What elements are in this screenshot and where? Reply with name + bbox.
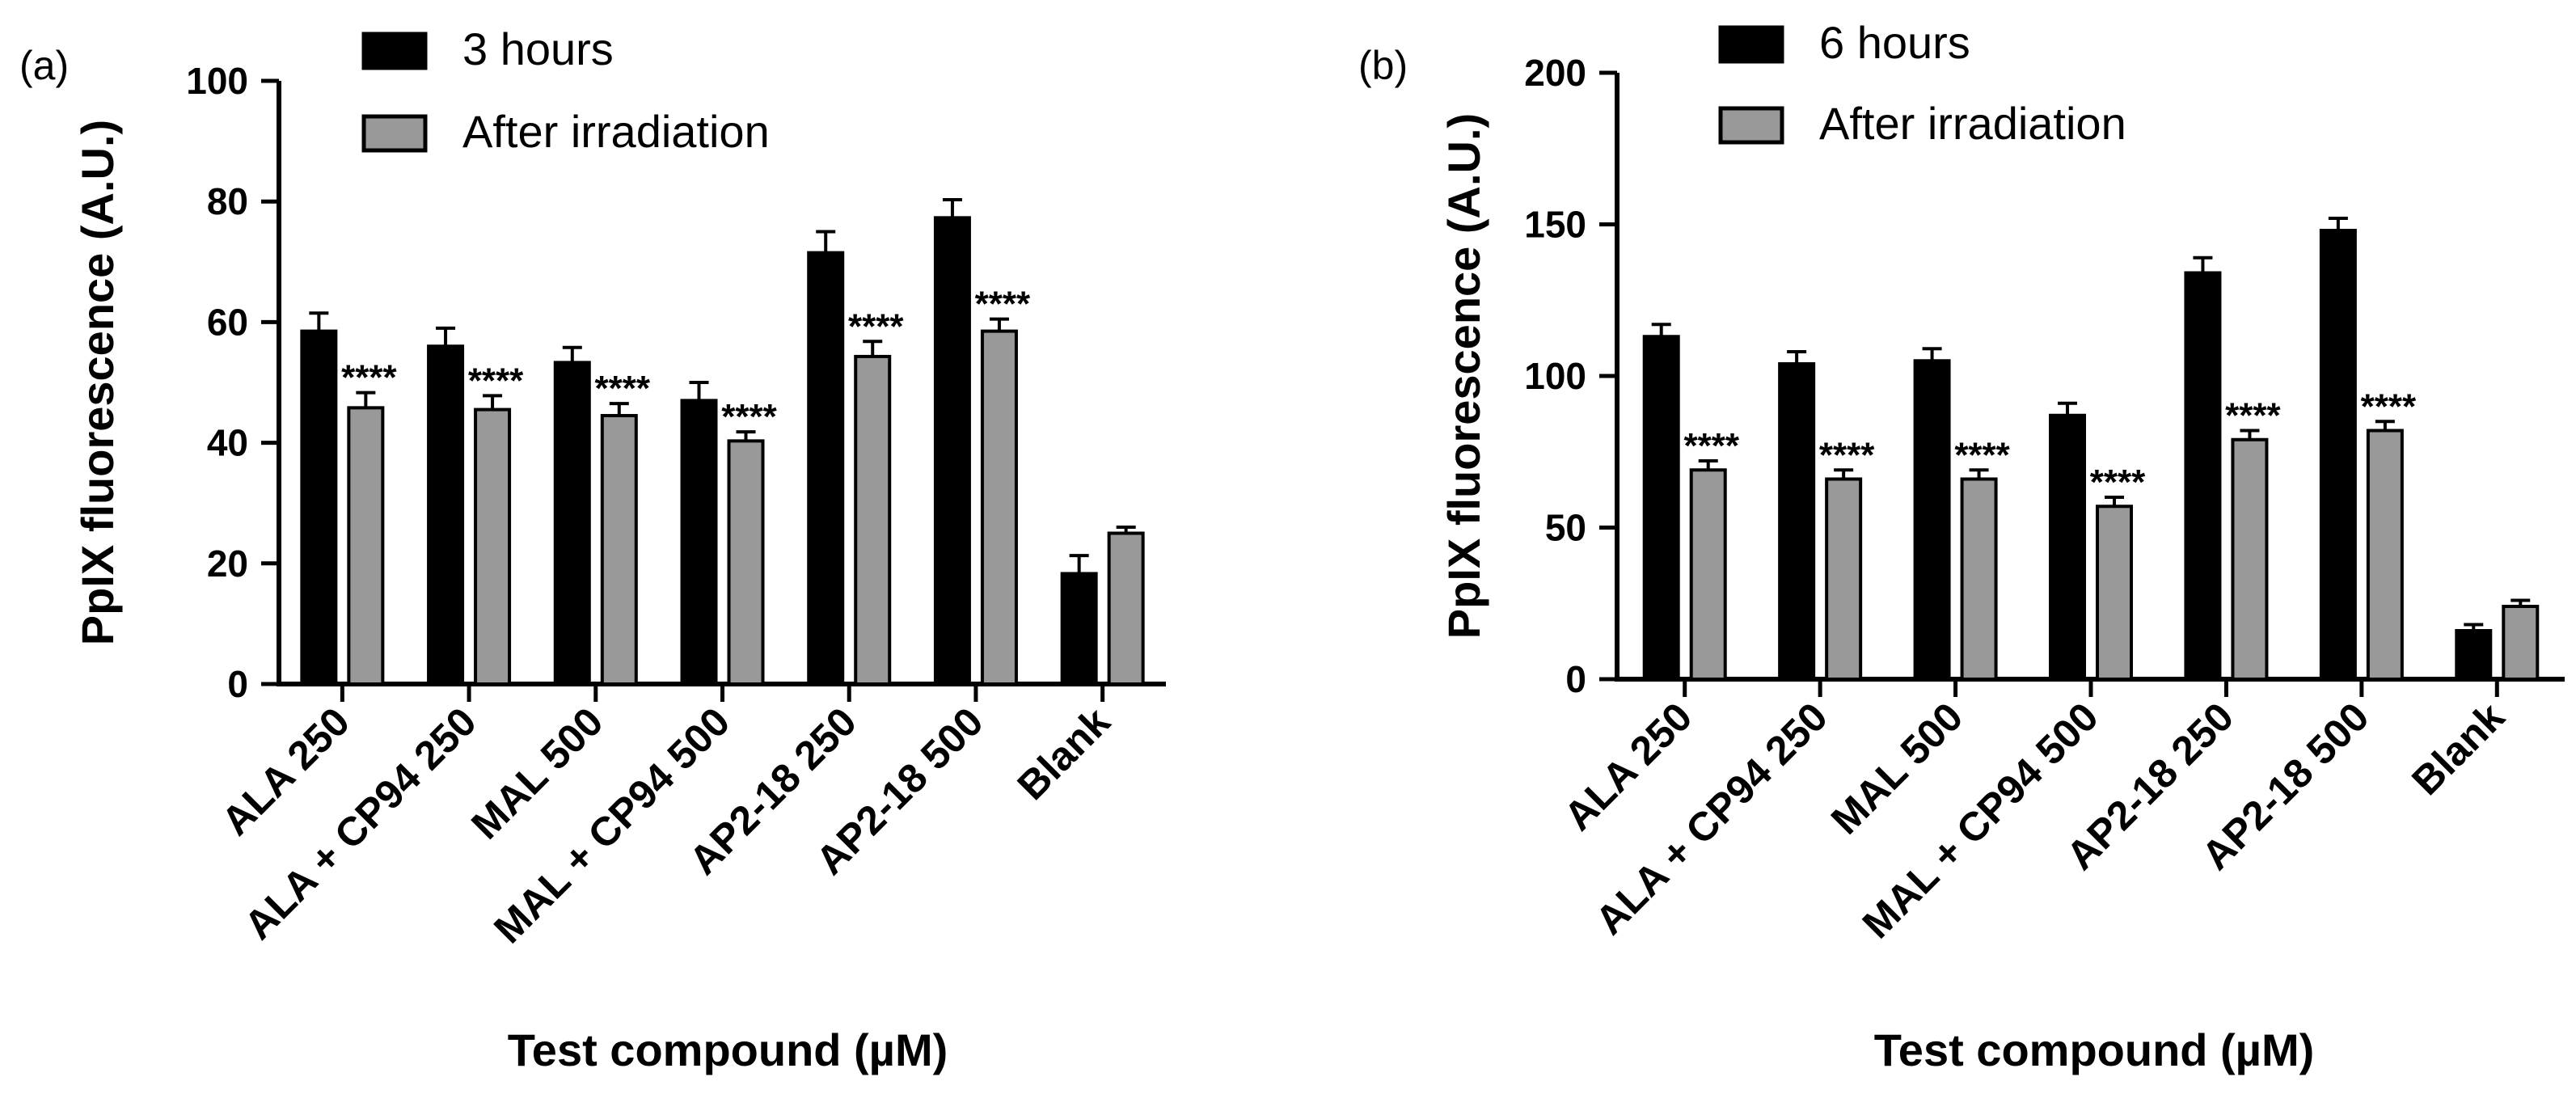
y-tick-label: 40 (207, 422, 248, 464)
y-tick-label: 50 (1545, 507, 1586, 549)
category-label: Blank (2403, 694, 2513, 804)
legend-swatch (361, 114, 428, 153)
bar (2366, 429, 2404, 681)
legend-swatch (1718, 106, 1784, 145)
y-tick-label: 80 (207, 180, 248, 222)
significance-label: **** (2090, 462, 2146, 502)
panel-b: (b) 6 hours After irradiation 0 50 100 150 200 *… (1358, 17, 2565, 1075)
category-label: ALA + CP94 250 (1586, 694, 1835, 943)
bar (1778, 362, 1816, 681)
significance-label: **** (1954, 435, 2010, 475)
y-tick-label: 0 (227, 663, 248, 705)
bar (1960, 477, 1998, 681)
bar (807, 251, 845, 686)
panel-label: (a) (19, 43, 69, 88)
bar (1642, 335, 1680, 681)
bar (2319, 229, 2357, 681)
legend-swatch (1718, 25, 1784, 64)
bar (600, 414, 638, 686)
bar (854, 354, 892, 686)
bar (2502, 605, 2540, 681)
category-label: ALA 250 (1556, 694, 1701, 839)
y-tick-label: 100 (1524, 355, 1586, 397)
panel-label: (b) (1358, 43, 1408, 88)
bar (2049, 413, 2086, 681)
y-axis-title: PpIX fluorescence (A.U.) (72, 120, 123, 645)
category-label: MAL + CP94 500 (485, 699, 738, 952)
significance-label: **** (975, 285, 1031, 324)
significance-label: **** (848, 306, 904, 346)
bar (2096, 505, 2133, 681)
x-axis-title: Test compound (µM) (1874, 1024, 2315, 1075)
bar (1913, 359, 1951, 681)
x-axis-title: Test compound (µM) (508, 1024, 948, 1075)
bar (980, 329, 1018, 686)
y-tick-label: 0 (1565, 658, 1586, 700)
bar (2184, 271, 2222, 681)
legend-label: After irradiation (462, 106, 770, 157)
bar (474, 408, 512, 686)
significance-label: **** (721, 397, 777, 437)
panel-a: (a) 3 hours After irradiation 0 20 40 60 80 100 *… (19, 23, 1166, 1075)
bar (347, 406, 385, 686)
bar (1060, 572, 1098, 686)
bar (1689, 468, 1727, 681)
bar (300, 329, 338, 686)
category-label: MAL + CP94 500 (1854, 694, 2107, 947)
y-tick-label: 150 (1524, 204, 1586, 246)
bar (1107, 531, 1145, 686)
bar (1825, 477, 1863, 681)
bar (2455, 629, 2493, 681)
significance-label: **** (2225, 396, 2281, 436)
y-tick-label: 60 (207, 301, 248, 343)
y-tick-label: 100 (186, 60, 248, 102)
legend-label: 3 hours (462, 23, 614, 74)
legend-label: After irradiation (1819, 98, 2126, 149)
legend-label: 6 hours (1819, 17, 1970, 68)
y-tick-label: 20 (207, 543, 248, 585)
significance-label: **** (1683, 426, 1739, 466)
bar (727, 439, 765, 686)
significance-label: **** (595, 369, 651, 408)
significance-label: **** (1819, 435, 1875, 475)
y-axis-title: PpIX fluorescence (A.U.) (1438, 113, 1489, 639)
legend-swatch (361, 32, 428, 70)
bar (933, 216, 971, 686)
category-label: ALA + CP94 250 (235, 699, 484, 948)
significance-label: **** (341, 358, 397, 398)
y-tick-label: 200 (1524, 52, 1586, 94)
category-label: Blank (1009, 699, 1119, 809)
bar (427, 344, 465, 686)
significance-label: **** (468, 361, 524, 400)
bar (553, 361, 591, 686)
bar (2231, 437, 2269, 681)
bar (680, 399, 718, 686)
significance-label: **** (2361, 386, 2417, 426)
